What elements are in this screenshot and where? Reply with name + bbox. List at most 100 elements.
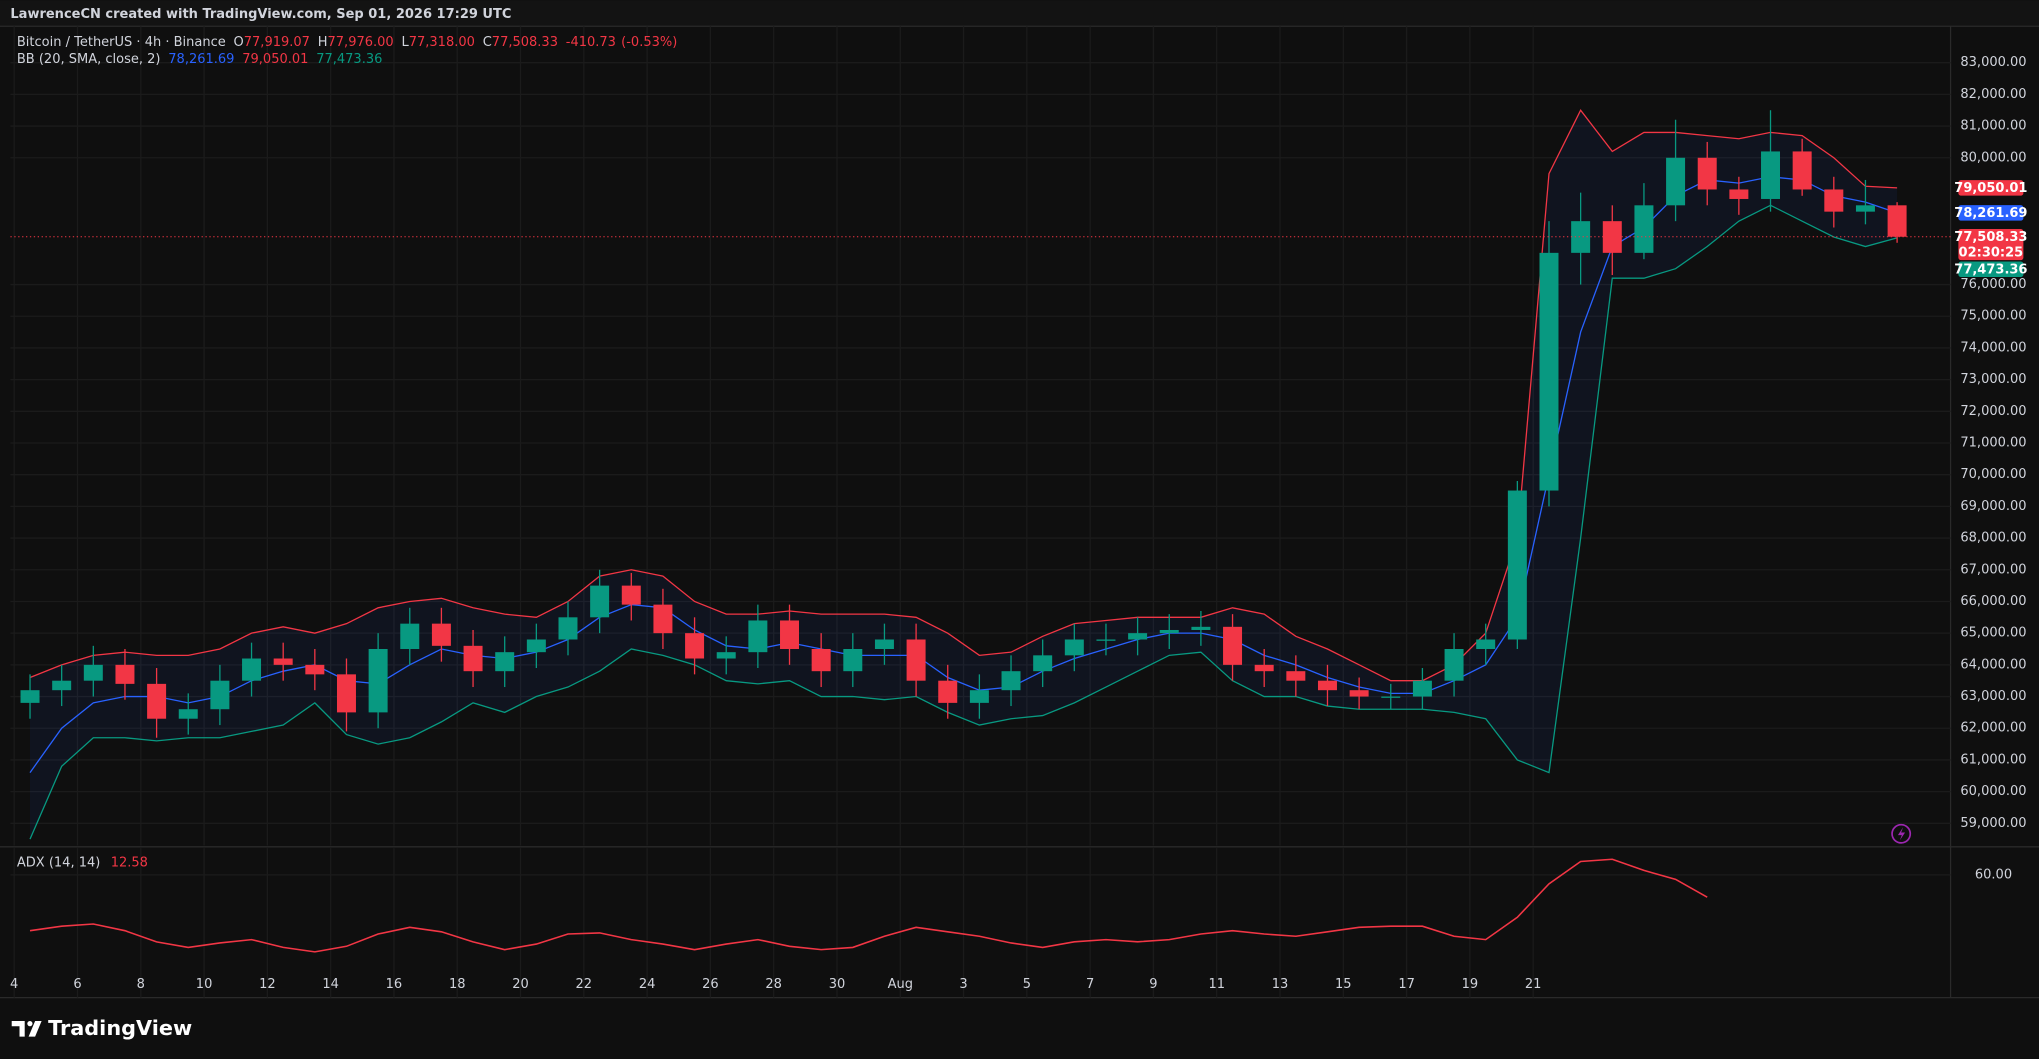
x-tick-label: 24 xyxy=(639,977,656,992)
candle-body xyxy=(1033,655,1053,672)
x-tick-label: 5 xyxy=(1023,977,1031,992)
candle-body xyxy=(1286,671,1306,681)
legend: Bitcoin / TetherUS · 4h · Binance O77,919… xyxy=(17,34,677,870)
candle-body xyxy=(115,664,135,684)
candle-body xyxy=(52,680,72,691)
candle-body xyxy=(558,617,578,640)
price-tag-label: 78,261.69 xyxy=(1954,206,2027,221)
price-tag xyxy=(1958,180,2024,196)
candle-body xyxy=(210,680,230,710)
candle-body xyxy=(1539,252,1559,491)
candle-body xyxy=(1349,690,1369,697)
x-tick-label: 11 xyxy=(1208,977,1225,992)
candle-body xyxy=(621,585,641,605)
x-tick-label: 3 xyxy=(959,977,967,992)
x-tick-label: 9 xyxy=(1149,977,1157,992)
x-tick-label: Aug xyxy=(888,977,913,992)
y2-tick-label: 60.00 xyxy=(1975,867,2012,882)
logo-mark-b xyxy=(27,1021,33,1027)
ohlc-letter: O xyxy=(234,34,244,49)
y-tick-label: 76,000.00 xyxy=(1960,277,2026,292)
y-tick-label: 80,000.00 xyxy=(1960,150,2026,165)
candle-body xyxy=(1476,639,1496,650)
x-tick-label: 14 xyxy=(322,977,339,992)
candle-body xyxy=(590,585,610,618)
x-tick-label: 7 xyxy=(1086,977,1094,992)
candle-body xyxy=(431,623,451,646)
candle-body xyxy=(1761,151,1781,199)
change-value: -410.73 xyxy=(566,34,616,49)
candle-body xyxy=(1571,221,1591,253)
x-tick-label: 6 xyxy=(73,977,81,992)
x-tick-label: 17 xyxy=(1398,977,1415,992)
adx-legend: ADX (14, 14) 12.58 xyxy=(17,855,148,870)
x-tick-label: 28 xyxy=(765,977,782,992)
candle-body xyxy=(653,604,673,634)
y-tick-label: 68,000.00 xyxy=(1960,531,2026,546)
candle-body xyxy=(716,652,736,659)
candle-body xyxy=(1855,205,1875,212)
candle-body xyxy=(748,620,768,653)
x-tick-label: 18 xyxy=(449,977,466,992)
candle-body xyxy=(1729,189,1749,199)
y-tick-label: 69,000.00 xyxy=(1960,499,2026,514)
x-tick-label: 10 xyxy=(196,977,213,992)
y-tick-label: 72,000.00 xyxy=(1960,404,2026,419)
y-tick-label: 61,000.00 xyxy=(1960,752,2026,767)
bb-legend: BB (20, SMA, close, 2) 78,261.69 79,050.01… xyxy=(17,51,383,66)
x-tick-label: 13 xyxy=(1272,977,1289,992)
x-tick-label: 15 xyxy=(1335,977,1352,992)
axes: 4 6 8 10 12 14 16 18 20 22 24 26 28 30 Aug 3 5 7 9 11 13 15 17… xyxy=(10,55,2027,992)
x-tick-label: 12 xyxy=(259,977,276,992)
credit: LawrenceCN created with TradingView.com,… xyxy=(10,7,511,22)
candle-body xyxy=(1128,633,1148,640)
y-tick-label: 67,000.00 xyxy=(1960,562,2026,577)
candle-body xyxy=(1887,205,1907,237)
y-tick-label: 60,000.00 xyxy=(1960,784,2026,799)
y-tick-label: 71,000.00 xyxy=(1960,436,2026,451)
candle-body xyxy=(1381,696,1401,698)
bb-basis-value: 78,261.69 xyxy=(168,51,234,66)
y-tick-label: 63,000.00 xyxy=(1960,689,2026,704)
price-tag xyxy=(1958,261,2024,278)
x-tick-label: 21 xyxy=(1525,977,1542,992)
candle-body xyxy=(463,645,483,672)
band-lower xyxy=(29,204,1898,840)
candle-body xyxy=(874,639,894,650)
candle-body xyxy=(368,649,388,713)
y-tick-label: 70,000.00 xyxy=(1960,467,2026,482)
x-tick-label: 26 xyxy=(702,977,719,992)
band-upper xyxy=(29,109,1898,682)
x-tick-label: 8 xyxy=(137,977,145,992)
y-tick-label: 59,000.00 xyxy=(1960,816,2026,831)
y-tick-label: 66,000.00 xyxy=(1960,594,2026,609)
grid xyxy=(10,26,1951,998)
candle-body xyxy=(1096,639,1116,641)
candle-body xyxy=(1191,626,1211,630)
candle-body xyxy=(811,649,831,672)
candle-body xyxy=(1444,649,1464,681)
alert-circle[interactable] xyxy=(1891,823,1912,844)
candle-body xyxy=(843,649,863,672)
y-tick-label: 64,000.00 xyxy=(1960,657,2026,672)
x-tick-label: 16 xyxy=(386,977,403,992)
candle-body xyxy=(1001,671,1021,691)
adx-line xyxy=(29,858,1708,953)
candle-body xyxy=(1602,221,1622,253)
ohlc-value: 77,976.00 xyxy=(328,34,394,49)
price-tag-label: 77,508.33 xyxy=(1954,230,2027,245)
ohlc-letter: L xyxy=(401,34,409,49)
logo-mark-c xyxy=(28,1021,42,1037)
candle-body xyxy=(242,658,262,681)
price-tag xyxy=(1958,205,2024,221)
alert-icon[interactable] xyxy=(1891,823,1912,844)
y-tick-label: 83,000.00 xyxy=(1960,55,2026,70)
candle-body xyxy=(526,639,546,653)
brand: TradingView xyxy=(48,1016,192,1040)
candle-body xyxy=(1634,205,1654,253)
change-pct: (-0.53%) xyxy=(621,34,677,49)
candle-body xyxy=(147,683,167,719)
price-tag xyxy=(1958,228,2024,261)
ohlc-letter: H xyxy=(318,34,328,49)
